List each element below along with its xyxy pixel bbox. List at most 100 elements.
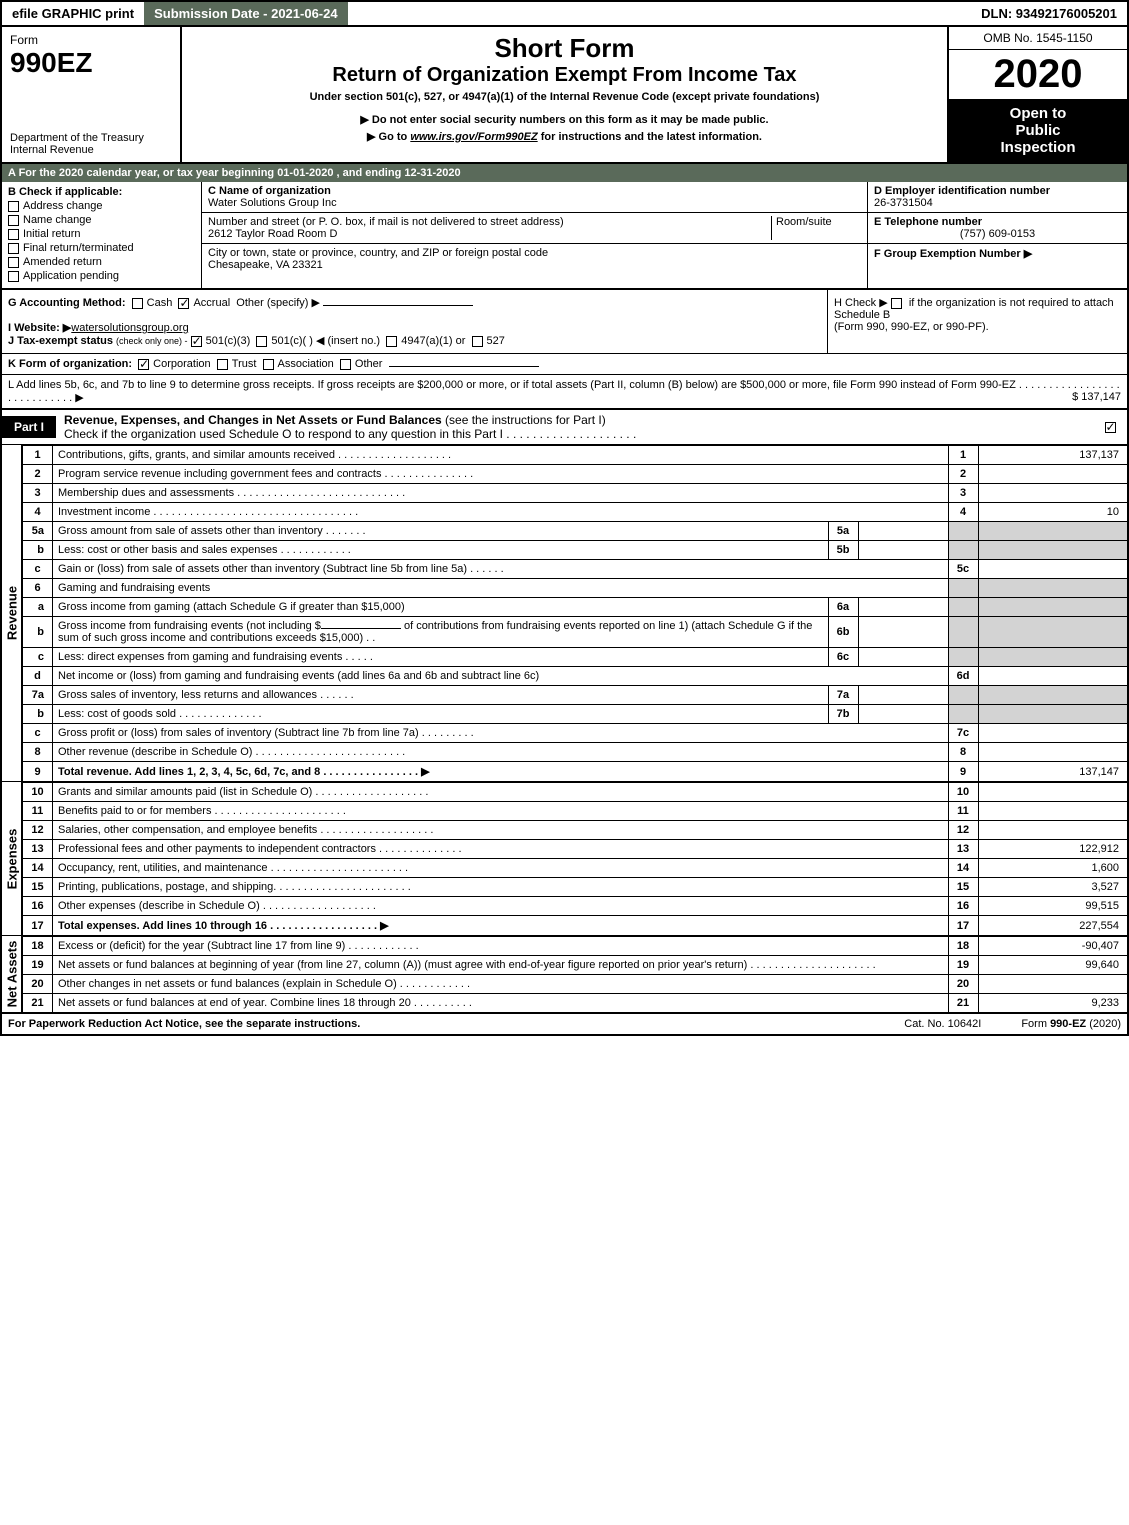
footer-right-bold: 990-EZ: [1050, 1018, 1086, 1030]
public-inspection: Open to Public Inspection: [949, 99, 1127, 162]
line-7b: bLess: cost of goods sold . . . . . . . …: [23, 705, 1129, 724]
netassets-table: 18Excess or (deficit) for the year (Subt…: [22, 936, 1129, 1013]
h-checkbox[interactable]: [891, 298, 902, 309]
line-desc: Gross profit or (loss) from sales of inv…: [53, 724, 949, 743]
line-7a: 7aGross sales of inventory, less returns…: [23, 686, 1129, 705]
part-1-checkbox[interactable]: [1105, 422, 1116, 433]
b-checkbox-3[interactable]: [8, 243, 19, 254]
b-checkbox-1[interactable]: [8, 215, 19, 226]
b-checkbox-2[interactable]: [8, 229, 19, 240]
c-name-cell: C Name of organization Water Solutions G…: [202, 182, 867, 213]
line-num: 14: [23, 859, 53, 878]
goto-link[interactable]: www.irs.gov/Form990EZ: [410, 131, 537, 143]
j-501c3-checkbox[interactable]: [191, 336, 202, 347]
c-city-cell: City or town, state or province, country…: [202, 244, 867, 274]
line-18: 18Excess or (deficit) for the year (Subt…: [23, 937, 1129, 956]
line-rnum: 2: [948, 465, 978, 484]
line-rnum: 10: [948, 783, 978, 802]
b-item-2: Initial return: [8, 228, 195, 240]
line-desc: Other changes in net assets or fund bala…: [53, 975, 949, 994]
line-desc: Program service revenue including govern…: [53, 465, 949, 484]
line-rnum: 18: [948, 937, 978, 956]
line-val: 3,527: [978, 878, 1128, 897]
line-desc: Net assets or fund balances at end of ye…: [53, 994, 949, 1013]
line-num: a: [23, 598, 53, 617]
j-501c-checkbox[interactable]: [256, 336, 267, 347]
line-rnum: 4: [948, 503, 978, 522]
line-num: b: [23, 617, 53, 648]
part-1-label: Part I: [2, 416, 56, 438]
header-left: Form 990EZ Department of the Treasury In…: [2, 27, 182, 162]
l-amount: $ 137,147: [1072, 391, 1121, 403]
line-inval: [858, 686, 948, 705]
j-527: 527: [487, 335, 505, 347]
line-val: [978, 743, 1128, 762]
line-inval: [858, 522, 948, 541]
part-1-title-rest: (see the instructions for Part I): [442, 413, 606, 427]
inspection-1: Open to: [1010, 105, 1067, 122]
c-street-label: Number and street (or P. O. box, if mail…: [208, 216, 564, 228]
line-desc: Membership dues and assessments . . . . …: [53, 484, 949, 503]
line-12: 12Salaries, other compensation, and empl…: [23, 821, 1129, 840]
line-desc: Other expenses (describe in Schedule O) …: [53, 897, 949, 916]
e-tel-label: E Telephone number: [874, 216, 982, 228]
col-c-org-info: C Name of organization Water Solutions G…: [202, 182, 867, 288]
line-desc: Excess or (deficit) for the year (Subtra…: [53, 937, 949, 956]
k-checkbox-0[interactable]: [138, 359, 149, 370]
form-number: 990EZ: [10, 47, 172, 79]
netassets-label: Net Assets: [4, 941, 19, 1008]
d-ein-value: 26-3731504: [874, 197, 933, 209]
line-5b: bLess: cost or other basis and sales exp…: [23, 541, 1129, 560]
line-val: 10: [978, 503, 1128, 522]
k-checkbox-2[interactable]: [263, 359, 274, 370]
line-innum: 5b: [828, 541, 858, 560]
line-num: 18: [23, 937, 53, 956]
line-5c: cGain or (loss) from sale of assets othe…: [23, 560, 1129, 579]
line-rnum: 3: [948, 484, 978, 503]
b-checkbox-5[interactable]: [8, 271, 19, 282]
j-527-checkbox[interactable]: [472, 336, 483, 347]
b-checkbox-0[interactable]: [8, 201, 19, 212]
b-checkbox-4[interactable]: [8, 257, 19, 268]
g-accrual-checkbox[interactable]: [178, 298, 189, 309]
form-header: Form 990EZ Department of the Treasury In…: [0, 27, 1129, 164]
line-val: [978, 724, 1128, 743]
k-checkbox-3[interactable]: [340, 359, 351, 370]
e-tel-value: (757) 609-0153: [874, 228, 1121, 240]
line-10: 10Grants and similar amounts paid (list …: [23, 783, 1129, 802]
line-val-shade: [978, 648, 1128, 667]
footer-formref: Form 990-EZ (2020): [1021, 1018, 1121, 1030]
line-desc: Net income or (loss) from gaming and fun…: [53, 667, 949, 686]
line-innum: 6c: [828, 648, 858, 667]
line-num: b: [23, 705, 53, 724]
line-val: -90,407: [978, 937, 1128, 956]
j-4947-checkbox[interactable]: [386, 336, 397, 347]
line-val-shade: [978, 541, 1128, 560]
k-checkbox-1[interactable]: [217, 359, 228, 370]
line-desc: Benefits paid to or for members . . . . …: [53, 802, 949, 821]
efile-print-button[interactable]: efile GRAPHIC print: [2, 2, 144, 25]
omb-number: OMB No. 1545-1150: [949, 27, 1127, 50]
i-website[interactable]: watersolutionsgroup.org: [71, 322, 188, 334]
g-other: Other (specify) ▶: [236, 297, 320, 309]
line-1: 1Contributions, gifts, grants, and simil…: [23, 446, 1129, 465]
goto-line: ▶ Go to www.irs.gov/Form990EZ for instru…: [190, 130, 939, 143]
line-rnum-shade: [948, 598, 978, 617]
h-text3: (Form 990, 990-EZ, or 990-PF).: [834, 321, 989, 333]
line-desc: Net assets or fund balances at beginning…: [53, 956, 949, 975]
g-cash-checkbox[interactable]: [132, 298, 143, 309]
line-rnum: 14: [948, 859, 978, 878]
line-rnum: 6d: [948, 667, 978, 686]
goto-post: for instructions and the latest informat…: [538, 131, 762, 143]
line-innum: 6b: [828, 617, 858, 648]
line-20: 20Other changes in net assets or fund ba…: [23, 975, 1129, 994]
line-val: [978, 975, 1128, 994]
header-right: OMB No. 1545-1150 2020 Open to Public In…: [947, 27, 1127, 162]
line-rnum: 13: [948, 840, 978, 859]
dln: DLN: 93492176005201: [971, 2, 1127, 25]
line-desc: Other revenue (describe in Schedule O) .…: [53, 743, 949, 762]
line-val: [978, 783, 1128, 802]
f-group-label: F Group Exemption Number ▶: [874, 248, 1032, 260]
line-desc: Less: cost of goods sold . . . . . . . .…: [53, 705, 829, 724]
k-label: K Form of organization:: [8, 358, 132, 370]
